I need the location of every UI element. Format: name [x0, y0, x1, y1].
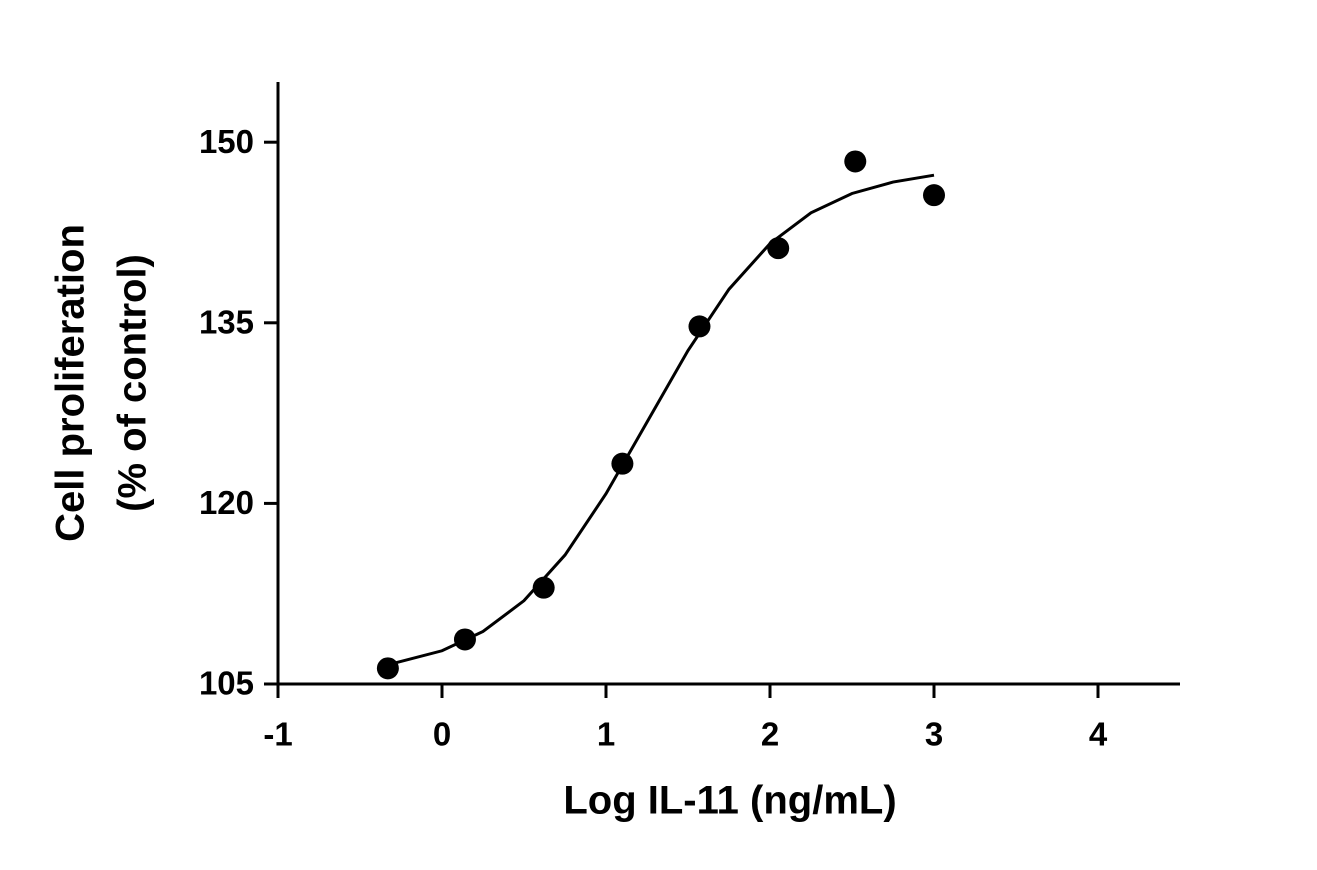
data-point	[923, 184, 945, 207]
x-tick-label: 0	[433, 716, 451, 753]
x-axis-title: Log IL-11 (ng/mL)	[563, 779, 896, 823]
x-tick-label: 4	[1089, 716, 1108, 753]
y-tick-label: 120	[199, 484, 254, 521]
data-point	[376, 657, 399, 680]
data-point	[844, 150, 867, 173]
fit-curve	[387, 173, 935, 667]
y-axis-title: Cell proliferation	[49, 224, 93, 542]
data-point	[532, 576, 555, 599]
y-tick-label: 150	[199, 123, 254, 160]
x-tick-label: 2	[761, 716, 779, 753]
y-tick-label: 135	[199, 304, 254, 341]
data-point	[767, 237, 790, 260]
y-tick-label: 105	[199, 665, 254, 702]
data-point	[688, 315, 711, 338]
x-tick-label: 1	[597, 716, 615, 753]
x-tick-label: -1	[263, 716, 292, 753]
y-axis-title: (% of control)	[111, 254, 155, 512]
x-tick-label: 3	[925, 716, 943, 753]
